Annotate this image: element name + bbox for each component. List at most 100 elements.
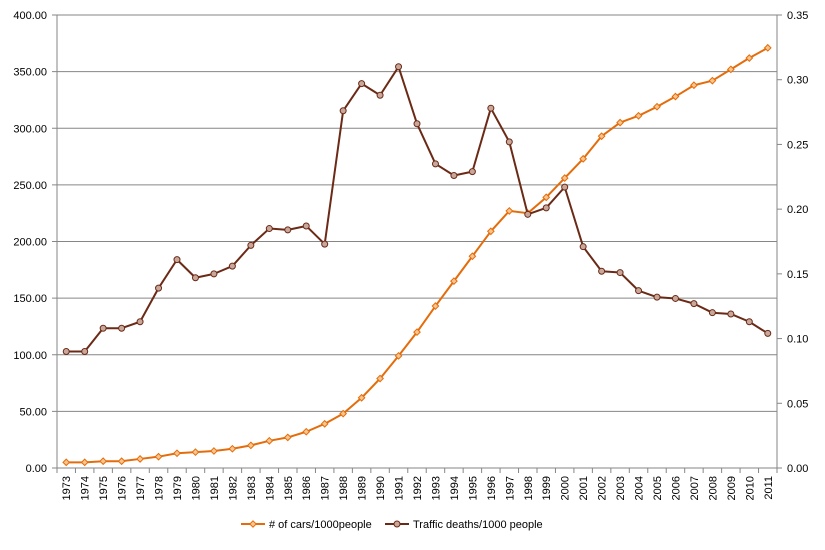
data-point	[117, 457, 126, 466]
x-axis-tick-label: 1997	[504, 476, 516, 500]
x-axis-tick-label: 1983	[246, 476, 258, 500]
data-point	[210, 447, 218, 455]
x-axis-tick-label: 1990	[375, 476, 387, 500]
data-point	[579, 154, 588, 163]
data-point	[339, 409, 348, 418]
data-point	[653, 293, 661, 301]
x-axis-tick-label: 1973	[61, 476, 73, 500]
left-axis-tick-label: 50.00	[19, 406, 47, 418]
x-axis-tick-label: 1998	[523, 476, 535, 500]
data-point	[616, 269, 624, 277]
x-axis-tick-label: 1974	[80, 476, 92, 500]
legend-item-1: # of cars/1000people	[241, 519, 372, 531]
legend-label: Traffic deaths/1000 people	[413, 519, 543, 531]
data-point	[560, 174, 569, 182]
x-axis-tick-label: 1994	[449, 476, 461, 500]
data-point	[321, 240, 329, 248]
x-axis-tick-label: 1979	[172, 476, 184, 500]
left-axis-tick-label: 400.00	[13, 10, 47, 22]
x-axis-tick-label: 1988	[338, 476, 350, 500]
data-point	[339, 107, 347, 115]
legend: # of cars/1000people Traffic deaths/1000 …	[241, 519, 543, 531]
data-point	[597, 132, 606, 141]
x-axis-tick-label: 1999	[541, 476, 553, 500]
data-point	[726, 65, 735, 74]
x-axis-tick-label: 1993	[430, 476, 442, 500]
data-point	[653, 102, 661, 111]
left-axis-tick-label: 0.00	[26, 463, 47, 475]
legend-marker	[393, 520, 401, 528]
x-axis-tick-label: 1986	[301, 476, 313, 500]
data-point	[302, 427, 311, 436]
data-point	[524, 210, 532, 218]
left-axis-tick-label: 300.00	[13, 123, 47, 135]
data-point	[99, 457, 108, 466]
data-point	[376, 91, 384, 99]
x-axis-tick-label: 1991	[394, 476, 406, 500]
data-point	[155, 284, 163, 292]
x-axis-tick-label: 1978	[154, 476, 166, 500]
legend-label: # of cars/1000people	[269, 519, 372, 531]
data-point	[505, 207, 514, 215]
data-point	[210, 270, 218, 278]
x-axis-tick-label: 2009	[726, 476, 738, 500]
data-point	[413, 120, 421, 128]
data-point	[173, 449, 181, 458]
data-point	[358, 80, 366, 88]
data-point	[690, 300, 698, 308]
right-axis-tick-label: 0.30	[787, 75, 808, 87]
series-2	[62, 63, 772, 356]
data-point	[542, 204, 550, 212]
right-axis-tick-label: 0.25	[787, 139, 808, 151]
data-point	[542, 193, 551, 202]
x-axis-tick-label: 1975	[98, 476, 110, 500]
data-point	[283, 433, 292, 442]
x-axis-tick-label: 2007	[689, 476, 701, 500]
x-axis-tick-label: 2008	[707, 476, 719, 500]
x-axis-tick-label: 2011	[763, 476, 775, 500]
axes	[52, 14, 782, 473]
data-point	[99, 324, 107, 332]
x-axis-tick-label: 2002	[597, 476, 609, 500]
data-point	[118, 324, 126, 332]
right-axis-tick-labels: 0.00 0.05 0.10 0.15 0.20 0.25 0.30 0.35	[787, 10, 808, 475]
data-point	[413, 328, 421, 337]
data-point	[708, 76, 717, 85]
left-axis-tick-label: 250.00	[13, 180, 47, 192]
left-axis-tick-label: 100.00	[13, 350, 47, 362]
data-point	[431, 302, 440, 310]
data-point	[136, 318, 144, 326]
data-point	[690, 81, 698, 90]
data-point	[173, 256, 181, 264]
data-point	[616, 118, 624, 127]
data-point	[357, 393, 366, 402]
data-point	[671, 92, 680, 101]
x-axis-tick-label: 1992	[412, 476, 424, 500]
x-axis-tick-label: 1976	[117, 476, 129, 500]
series-lines	[62, 43, 772, 467]
right-axis-tick-label: 0.05	[787, 398, 808, 410]
x-axis-tick-label: 1981	[209, 476, 221, 500]
data-point	[81, 348, 89, 356]
data-point	[450, 277, 458, 286]
x-axis-tick-label: 2006	[670, 476, 682, 500]
data-point	[191, 448, 200, 457]
right-axis-tick-label: 0.00	[787, 463, 808, 475]
x-axis-tick-label: 2001	[578, 476, 590, 500]
data-point	[394, 351, 403, 360]
x-axis-tick-labels: 1973 1974 1975 1976 1977 1978 1979 1980 1981 1982…	[61, 476, 775, 500]
data-point	[431, 160, 439, 168]
x-axis-tick-label: 1987	[320, 476, 332, 500]
data-point	[450, 171, 458, 179]
x-axis-tick-label: 1989	[357, 476, 369, 500]
data-point	[154, 452, 163, 461]
x-axis-tick-label: 1985	[283, 476, 295, 500]
left-axis-tick-labels: 0.00 50.00 100.00 150.00 200.00 250.00 300.00 3…	[13, 10, 47, 475]
data-point	[671, 294, 679, 302]
x-axis-tick-label: 1995	[467, 476, 479, 500]
data-point	[745, 318, 753, 326]
data-point	[487, 104, 495, 112]
data-point	[598, 267, 606, 275]
